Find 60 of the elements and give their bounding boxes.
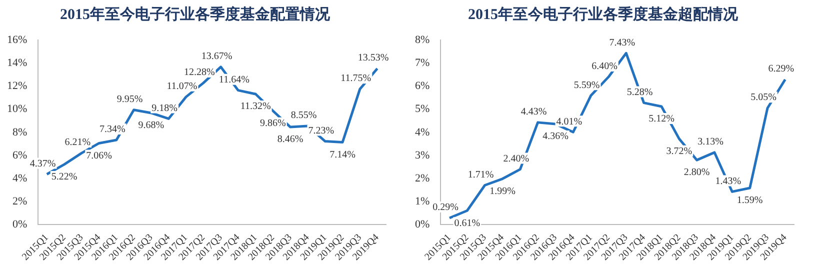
data-label: 1.99%	[490, 186, 516, 197]
y-tick-label: 0%	[12, 218, 28, 231]
y-tick-label: 1%	[414, 196, 430, 208]
chart-title: 2015年至今电子行业各季度基金配置情况	[60, 4, 331, 23]
data-label: 3.72%	[666, 146, 692, 157]
y-tick-label: 16%	[6, 34, 28, 46]
data-label: 6.21%	[64, 137, 91, 148]
data-label: 8.55%	[290, 110, 317, 122]
data-label: 9.95%	[116, 94, 143, 105]
data-label: 5.05%	[750, 92, 776, 104]
data-label: 9.18%	[152, 102, 178, 114]
data-label: 7.34%	[100, 124, 126, 136]
data-label: 3.13%	[698, 136, 724, 148]
data-label: 6.40%	[592, 61, 618, 72]
data-label: 2.40%	[503, 153, 530, 164]
data-label: 7.23%	[308, 125, 334, 136]
y-tick-label: 7%	[414, 56, 430, 69]
y-tick-label: 12%	[6, 80, 28, 92]
data-label: 5.28%	[626, 86, 653, 98]
data-label: 5.59%	[574, 80, 600, 91]
data-label: 11.32%	[240, 101, 271, 112]
data-label: 4.37%	[30, 158, 56, 170]
data-label: 7.14%	[330, 149, 356, 160]
data-label: 9.68%	[138, 120, 164, 132]
data-label: 11.75%	[340, 73, 372, 84]
chart-title: 2015年至今电子行业各季度基金超配情况	[468, 4, 739, 23]
y-tick-label: 2%	[414, 172, 430, 184]
data-label: 11.07%	[166, 81, 198, 92]
data-label: 12.28%	[184, 67, 215, 78]
y-tick-label: 14%	[6, 56, 28, 69]
data-label: 4.36%	[542, 131, 568, 142]
y-tick-label: 6%	[12, 149, 28, 162]
data-label: 13.67%	[201, 51, 232, 62]
y-tick-label: 4%	[414, 126, 430, 138]
data-label: 13.53%	[358, 52, 389, 64]
y-tick-label: 2%	[12, 196, 28, 208]
data-label: 8.46%	[277, 134, 304, 146]
data-label: 1.59%	[736, 195, 763, 206]
y-tick-label: 3%	[414, 149, 430, 162]
data-label: 6.29%	[768, 64, 794, 75]
data-label: 4.01%	[556, 116, 582, 128]
data-label: 0.29%	[432, 202, 458, 214]
y-tick-label: 6%	[414, 80, 430, 92]
data-label: 1.71%	[468, 169, 494, 180]
y-tick-label: 8%	[12, 126, 28, 138]
y-tick-label: 10%	[6, 103, 28, 116]
data-label: 5.12%	[648, 114, 674, 125]
data-label: 7.43%	[609, 37, 636, 48]
data-label: 11.64%	[218, 74, 250, 86]
y-tick-label: 8%	[414, 34, 430, 46]
data-label: 9.86%	[260, 118, 286, 130]
data-label: 7.06%	[86, 150, 112, 162]
data-label: 1.43%	[715, 176, 742, 187]
data-label: 5.22%	[51, 172, 78, 183]
y-tick-label: 5%	[414, 103, 430, 116]
data-label: 2.80%	[684, 167, 710, 178]
data-label: 0.61%	[454, 218, 480, 229]
y-tick-label: 0%	[414, 218, 430, 231]
data-label: 4.43%	[520, 106, 547, 118]
y-tick-label: 4%	[12, 172, 28, 184]
